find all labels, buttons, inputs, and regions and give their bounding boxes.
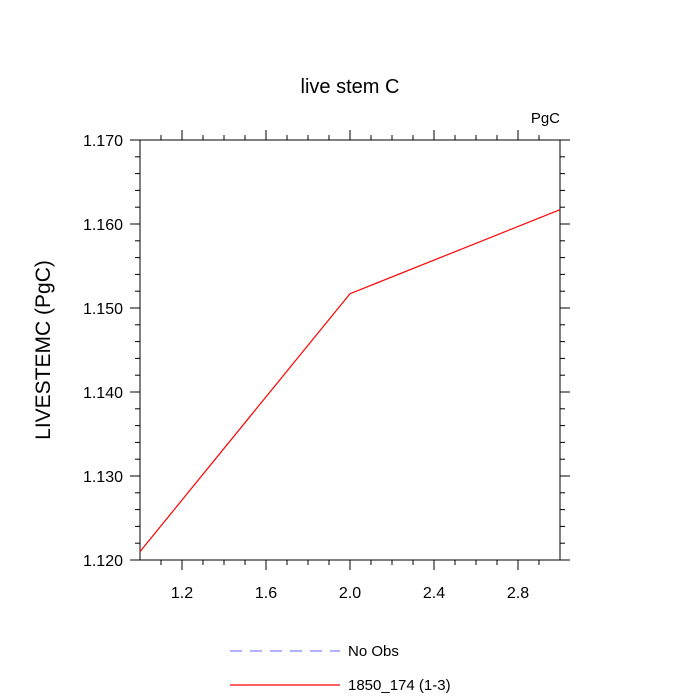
series-line bbox=[139, 209, 561, 552]
units-label: PgC bbox=[531, 110, 560, 127]
legend: No Obs 1850_174 (1-3) bbox=[230, 643, 451, 694]
y-tick-label: 1.170 bbox=[83, 133, 123, 150]
x-tick-label: 2.4 bbox=[423, 585, 445, 602]
chart-title: live stem C bbox=[301, 76, 400, 98]
x-tick-label: 1.6 bbox=[255, 585, 277, 602]
y-tick-labels: 1.120 1.130 1.140 1.150 1.160 1.170 bbox=[83, 133, 123, 570]
axes bbox=[130, 130, 570, 570]
y-axis-label: LIVESTEMC (PgC) bbox=[32, 260, 55, 440]
y-tick-label: 1.130 bbox=[83, 469, 123, 486]
x-tick-label: 2.8 bbox=[507, 585, 529, 602]
series-group bbox=[139, 209, 561, 552]
y-tick-label: 1.140 bbox=[83, 385, 123, 402]
x-tick-labels: 1.2 1.6 2.0 2.4 2.8 bbox=[171, 585, 529, 602]
plot-frame bbox=[139, 139, 561, 561]
x-tick-label: 1.2 bbox=[171, 585, 193, 602]
x-tick-label: 2.0 bbox=[339, 585, 361, 602]
legend-label: No Obs bbox=[348, 643, 399, 660]
y-tick-label: 1.150 bbox=[83, 301, 123, 318]
y-tick-label: 1.160 bbox=[83, 217, 123, 234]
y-tick-label: 1.120 bbox=[83, 553, 123, 570]
legend-label: 1850_174 (1-3) bbox=[348, 677, 451, 694]
